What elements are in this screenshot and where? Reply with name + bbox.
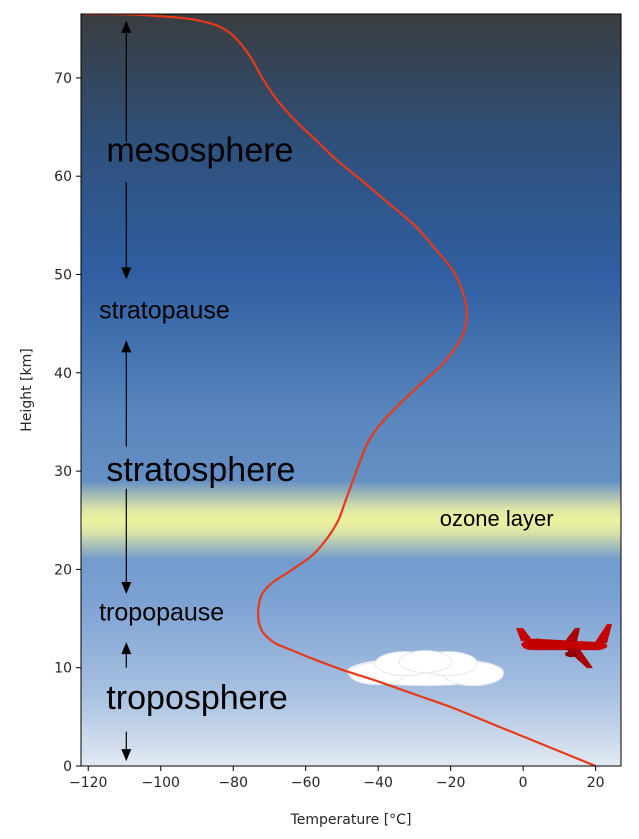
decorative-icons: [346, 624, 613, 687]
y-tick-label: 0: [63, 759, 72, 775]
ozone-layer-band: [81, 480, 621, 560]
cloud-icon: [346, 650, 504, 687]
x-tick-label: −40: [363, 775, 393, 791]
annotation-troposphere: troposphere: [106, 679, 287, 717]
temperature-profile: [84, 14, 597, 766]
x-tick-label: −100: [142, 775, 180, 791]
y-tick-label: 30: [54, 464, 72, 480]
arrow-3: [121, 488, 132, 594]
x-tick-label: 0: [519, 775, 528, 791]
region-annotations: mesosphere stratopause stratosphere tropopa…: [99, 20, 554, 762]
arrow-2: [121, 340, 132, 447]
axes: −120 −100 −80 −60 −40 −20 0 20 0 10 20 30 40 50 60 70: [54, 13, 622, 791]
plot-background: [81, 14, 621, 766]
y-tick-label: 10: [54, 661, 72, 677]
annotation-stratosphere: stratosphere: [106, 451, 295, 489]
x-tick-label: 20: [587, 775, 605, 791]
y-tick-label: 20: [54, 562, 72, 578]
annotation-ozone-layer: ozone layer: [440, 506, 554, 531]
x-tick-label: −20: [436, 775, 466, 791]
arrow-1: [121, 182, 132, 280]
y-tick-label: 70: [54, 71, 72, 87]
x-tick-label: −80: [218, 775, 248, 791]
y-axis-label: Height [km]: [19, 348, 35, 431]
x-axis-label: Temperature [°C]: [290, 812, 412, 828]
x-tick-label: −60: [291, 775, 321, 791]
arrow-0: [121, 20, 132, 142]
temperature-line-0: [84, 14, 597, 766]
plot-frame: [80, 13, 622, 767]
arrow-5: [121, 731, 132, 762]
y-tick-label: 50: [54, 267, 72, 283]
annotation-stratopause: stratopause: [99, 297, 230, 325]
y-tick-label: 40: [54, 366, 72, 382]
x-tick-label: −120: [69, 775, 107, 791]
arrow-4: [121, 642, 132, 668]
y-tick-label: 60: [54, 169, 72, 185]
airplane-icon: [516, 624, 613, 669]
annotation-mesosphere: mesosphere: [106, 131, 293, 169]
annotation-tropopause: tropopause: [99, 599, 224, 627]
